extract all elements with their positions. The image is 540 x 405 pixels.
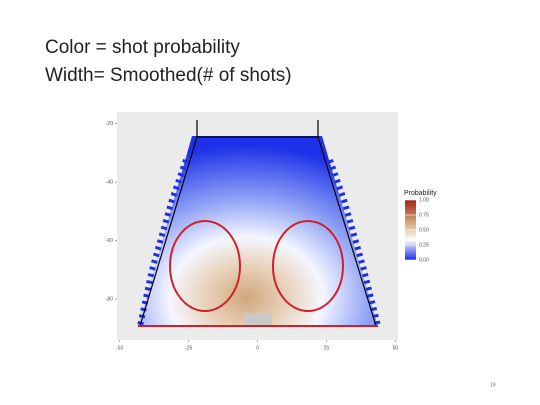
legend-tick-label: 0.75 bbox=[419, 212, 429, 218]
x-tick-label: 0 bbox=[256, 345, 259, 351]
title-line: Color = shot probability bbox=[45, 37, 240, 58]
y-tick-label: -20 bbox=[106, 121, 113, 127]
legend-tick-label: 0.25 bbox=[419, 242, 429, 248]
heatmap-area bbox=[138, 136, 378, 326]
heatmap-fringe bbox=[137, 159, 189, 327]
faceoff-circle bbox=[272, 220, 344, 312]
title-line: Width= Smoothed(# of shots) bbox=[45, 65, 292, 86]
x-tick-label: 50 bbox=[392, 345, 398, 351]
rink-outline bbox=[139, 120, 377, 327]
y-tick-label: -60 bbox=[106, 238, 113, 244]
x-tick-label: -50 bbox=[116, 345, 123, 351]
page-number: 19 bbox=[490, 382, 496, 388]
faceoff-circle bbox=[169, 220, 241, 312]
legend-tick-label: 1.00 bbox=[419, 197, 429, 203]
y-tick-label: -40 bbox=[106, 179, 113, 185]
crease bbox=[245, 313, 272, 326]
heatmap-fringe bbox=[327, 159, 381, 327]
legend-title: Probability bbox=[404, 190, 437, 197]
x-tick-label: 25 bbox=[324, 345, 330, 351]
legend-tick-label: 0.50 bbox=[419, 227, 429, 233]
y-tick-label: -80 bbox=[106, 296, 113, 302]
x-tick-label: -25 bbox=[185, 345, 192, 351]
legend-tick-label: 0.00 bbox=[419, 257, 429, 263]
